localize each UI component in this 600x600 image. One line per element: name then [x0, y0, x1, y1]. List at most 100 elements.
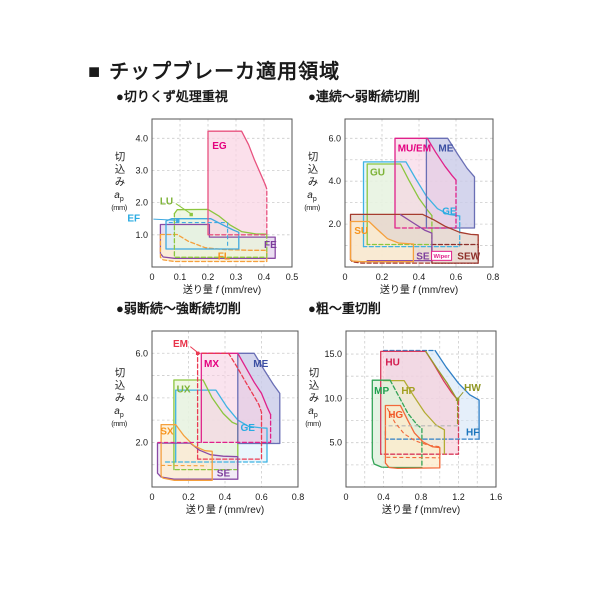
- region-border-ge: [362, 215, 461, 248]
- region-border-ef: [165, 218, 240, 250]
- extra-line-0: [168, 222, 229, 248]
- y-axis-title: 切込み: [306, 151, 319, 189]
- leader-line-0: [458, 391, 464, 399]
- extra-line-1: [386, 407, 440, 448]
- y-axis-symbol: ap: [114, 405, 124, 419]
- x-tick-label: 0.6: [450, 272, 463, 282]
- y-tick-label: 2.0: [135, 198, 148, 208]
- leader-marker-0: [189, 212, 193, 217]
- region-border-lu: [173, 208, 268, 235]
- y-axis-symbol: ap: [114, 189, 124, 203]
- region-label-hp: HP: [401, 386, 415, 397]
- region-label-me: ME: [438, 143, 453, 154]
- region-border-ge: [362, 161, 461, 248]
- x-tick-label: 0: [343, 492, 348, 502]
- region-label-me: ME: [253, 359, 268, 370]
- region-border-hf: [434, 349, 480, 440]
- plot-border: [151, 118, 293, 268]
- plot-border: [345, 330, 497, 488]
- region-label-mu-em: MU/EM: [398, 143, 431, 154]
- region-mx: [201, 353, 271, 443]
- region-label-hf: HF: [466, 428, 479, 439]
- region-border-hu: [380, 400, 460, 455]
- region-label-em: EM: [173, 339, 188, 350]
- wiper-badge-label: Wiper: [434, 254, 451, 260]
- leader-line-1: [153, 218, 176, 221]
- region-border-fl: [159, 233, 268, 263]
- region-border-hg: [384, 404, 441, 470]
- y-axis-unit: (mm): [304, 202, 320, 212]
- region-border-fe: [159, 223, 276, 259]
- y-tick-label: 4.0: [328, 176, 341, 186]
- page-title-text: チップブレーカ適用領域: [109, 61, 341, 83]
- y-tick-label: 2.0: [135, 437, 148, 447]
- x-tick-label: 0.8: [292, 492, 305, 502]
- leader-marker-1: [176, 218, 180, 223]
- x-tick-label: 1.6: [490, 492, 503, 502]
- x-tick-label: 0.1: [174, 272, 187, 282]
- region-border-me: [237, 352, 281, 445]
- y-axis-symbol: ap: [307, 189, 317, 203]
- region-label-lu: LU: [160, 197, 173, 208]
- region-border-mu-em: [394, 179, 457, 229]
- region-label-gu: GU: [370, 168, 385, 179]
- page-title: ■ チップブレーカ適用領域: [88, 55, 340, 84]
- x-tick-label: 0.4: [258, 272, 271, 282]
- title-square-icon: ■: [88, 61, 102, 83]
- y-tick-label: 3.0: [135, 165, 148, 175]
- x-tick-label: 0.8: [487, 272, 500, 282]
- x-tick-label: 0.4: [377, 492, 390, 502]
- region-label-ge: GE: [241, 423, 256, 434]
- region-label-mp: MP: [374, 386, 389, 397]
- y-tick-label: 6.0: [328, 133, 341, 143]
- region-border-hw: [425, 350, 459, 401]
- chart-continuous-light-interrupted: GU MU/EM ME GE SU SE Wiper SEW 0 0.2 0.4 0.6 0.8 2.0 4…: [328, 118, 500, 296]
- region-label-eg: EG: [212, 141, 227, 152]
- y-axis-label-rough-heavy: 切込み ap (mm): [302, 367, 324, 428]
- y-axis-title: 切込み: [307, 367, 320, 405]
- x-tick-label: 0.4: [219, 492, 232, 502]
- region-border-sx: [160, 423, 213, 481]
- region-label-fe: FE: [264, 240, 277, 251]
- region-border-eg: [207, 130, 267, 236]
- region-border-mx: [200, 352, 272, 444]
- region-label-ge: GE: [442, 207, 457, 218]
- y-tick-label: 2.0: [328, 219, 341, 229]
- x-axis-title: 送り量 f (mm/rev): [380, 283, 458, 296]
- chart-subtitle-light-heavy-interrupted: ●弱断続～強断続切削: [116, 301, 241, 316]
- region-label-mx: MX: [204, 359, 219, 370]
- region-su: [350, 221, 414, 262]
- region-label-sew: SEW: [457, 251, 480, 262]
- region-border-mx: [200, 413, 272, 444]
- region-label-ux: UX: [177, 384, 191, 395]
- x-tick-label: 0.3: [230, 272, 243, 282]
- region-label-hw: HW: [464, 383, 481, 394]
- x-axis-title: 送り量 f (mm/rev): [382, 503, 460, 516]
- y-tick-label: 15.0: [324, 349, 342, 359]
- x-tick-label: 0.8: [415, 492, 428, 502]
- region-border-hp: [382, 379, 446, 455]
- x-tick-label: 0: [342, 272, 347, 282]
- region-label-hg: HG: [388, 410, 403, 421]
- chart-light-heavy-interrupted: EM MX ME UX SX GE SE 0 0.2 0.4 0.6 0.8 2.0 4.0 6.0 送り量 …: [135, 330, 305, 516]
- region-border-em: [196, 352, 263, 460]
- y-tick-label: 5.0: [329, 438, 342, 448]
- region-label-se: SE: [416, 251, 430, 262]
- region-eg: [208, 131, 267, 235]
- y-tick-label: 6.0: [135, 348, 148, 358]
- x-tick-label: 0.2: [202, 272, 215, 282]
- chart-subtitle-chip-control: ●切りくず処理重視: [116, 89, 228, 104]
- y-axis-unit: (mm): [305, 418, 321, 428]
- y-axis-title: 切込み: [113, 367, 126, 405]
- chart-subtitle-continuous-light-interrupted: ●連続～弱断続切削: [308, 89, 420, 104]
- x-tick-label: 0: [149, 492, 154, 502]
- region-border-se-band: [349, 213, 479, 261]
- leader-marker-0: [455, 397, 460, 401]
- x-tick-label: 0.2: [182, 492, 195, 502]
- chart-rough-heavy: HU MP HP HG HW HF 0 0.4 0.8 1.2 1.6 5.0 10.0 15.0 送り量 …: [324, 330, 503, 516]
- x-tick-label: 0.2: [376, 272, 389, 282]
- region-border-gu: [366, 163, 433, 246]
- leader-line-0: [189, 346, 198, 353]
- x-axis-title: 送り量 f (mm/rev): [186, 503, 264, 516]
- region-border-ux: [173, 379, 239, 471]
